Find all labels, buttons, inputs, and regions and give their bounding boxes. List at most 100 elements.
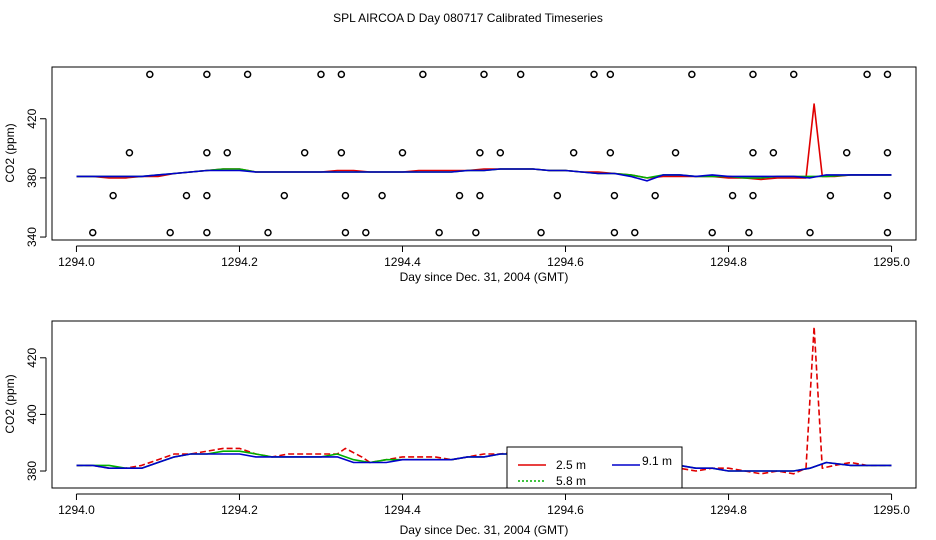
series-line-2-5-m [76, 325, 892, 484]
data-marker [516, 70, 525, 79]
data-marker [749, 70, 757, 79]
data-marker [745, 228, 753, 237]
data-marker [341, 228, 350, 237]
data-marker [300, 149, 309, 157]
data-marker [883, 149, 892, 157]
data-marker [337, 70, 346, 79]
data-marker [769, 149, 778, 157]
x-axis-label: Day since Dec. 31, 2004 (GMT) [400, 523, 569, 537]
data-marker [341, 191, 350, 200]
x-tick-label: 1294.6 [547, 503, 584, 517]
data-marker [537, 228, 545, 237]
data-marker [476, 149, 484, 157]
legend-label-2-5m: 2.5 m [556, 458, 586, 472]
x-tick-label: 1294.0 [58, 255, 95, 269]
data-marker [203, 149, 211, 157]
data-marker [728, 191, 737, 200]
data-marker [203, 70, 211, 79]
data-marker [606, 70, 615, 79]
data-marker [476, 191, 484, 200]
data-marker [419, 70, 427, 79]
legend-box [506, 446, 683, 489]
y-tick-label: 340 [25, 227, 39, 247]
data-marker [671, 149, 680, 157]
series-line-9-1-m [76, 168, 892, 182]
data-marker [398, 149, 407, 157]
data-marker [749, 191, 757, 200]
plot-frame [51, 66, 917, 241]
y-tick-label: 420 [25, 108, 39, 128]
data-marker [606, 149, 615, 157]
data-marker [651, 191, 659, 200]
data-marker [362, 228, 370, 237]
data-marker [203, 191, 211, 200]
y-tick-label: 380 [25, 168, 39, 188]
y-tick-label: 420 [25, 347, 39, 367]
x-tick-label: 1294.0 [58, 503, 95, 517]
x-tick-label: 1294.8 [710, 255, 747, 269]
x-tick-label: 1294.8 [710, 503, 747, 517]
axis-layer: 1294.0 1294.2 1294.4 1294.6 1294.8 1295.0 380 4… [25, 347, 910, 517]
y-axis-label: CO2 (ppm) [3, 374, 17, 433]
data-marker [435, 228, 443, 237]
data-marker [569, 149, 578, 157]
x-axis-label: Day since Dec. 31, 2004 (GMT) [400, 270, 569, 284]
x-tick-label: 1294.2 [221, 255, 258, 269]
legend-label-9-1m: 9.1 m [642, 454, 672, 468]
data-marker [883, 191, 892, 200]
data-marker [264, 228, 272, 237]
data-marker [883, 70, 892, 79]
figure-title: SPL AIRCOA D Day 080717 Calibrated Times… [333, 11, 603, 25]
series-layer [76, 325, 892, 484]
data-marker [166, 228, 174, 237]
data-marker [842, 149, 851, 157]
data-marker [243, 70, 252, 79]
data-marker [610, 191, 619, 200]
marker-layer [89, 70, 892, 237]
data-marker [280, 191, 289, 200]
panel-bottom: 1294.0 1294.2 1294.4 1294.6 1294.8 1295.0 380 4… [3, 320, 917, 537]
data-marker [688, 70, 696, 79]
data-marker [789, 70, 798, 79]
data-marker [472, 228, 480, 237]
plot-frame [51, 320, 917, 489]
data-marker [146, 70, 154, 79]
series-layer [76, 103, 892, 182]
data-marker [610, 228, 619, 237]
data-marker [496, 149, 505, 157]
data-marker [223, 149, 231, 157]
data-marker [125, 149, 134, 157]
data-marker [590, 70, 598, 79]
x-tick-label: 1295.0 [873, 503, 910, 517]
data-marker [182, 191, 191, 200]
data-marker [378, 191, 386, 200]
data-marker [317, 70, 325, 79]
panel-top: 1294.0 1294.2 1294.4 1294.6 1294.8 1295.0 340 3… [3, 66, 917, 284]
x-tick-label: 1295.0 [873, 255, 910, 269]
y-axis-label: CO2 (ppm) [3, 123, 17, 182]
data-marker [455, 191, 464, 200]
y-tick-label: 400 [25, 404, 39, 424]
legend-label-5-8m: 5.8 m [556, 474, 586, 488]
x-tick-label: 1294.4 [384, 503, 421, 517]
data-marker [806, 228, 814, 237]
data-marker [631, 228, 639, 237]
axis-layer: 1294.0 1294.2 1294.4 1294.6 1294.8 1295.0 340 3… [25, 108, 910, 269]
data-marker [863, 70, 871, 79]
x-tick-label: 1294.6 [547, 255, 584, 269]
x-tick-label: 1294.4 [384, 255, 421, 269]
series-line-9-1-m [76, 453, 892, 481]
data-marker [89, 228, 97, 237]
data-marker [480, 70, 488, 79]
data-marker [883, 228, 892, 237]
data-marker [109, 191, 117, 200]
series-line-5-8-m [76, 450, 892, 481]
y-tick-label: 380 [25, 461, 39, 481]
series-line-2-5-m [76, 103, 892, 181]
data-marker [708, 228, 716, 237]
data-marker [203, 228, 211, 237]
data-marker [553, 191, 562, 200]
legend: 2.5 m 5.8 m 9.1 m [506, 446, 683, 489]
data-marker [749, 149, 757, 157]
